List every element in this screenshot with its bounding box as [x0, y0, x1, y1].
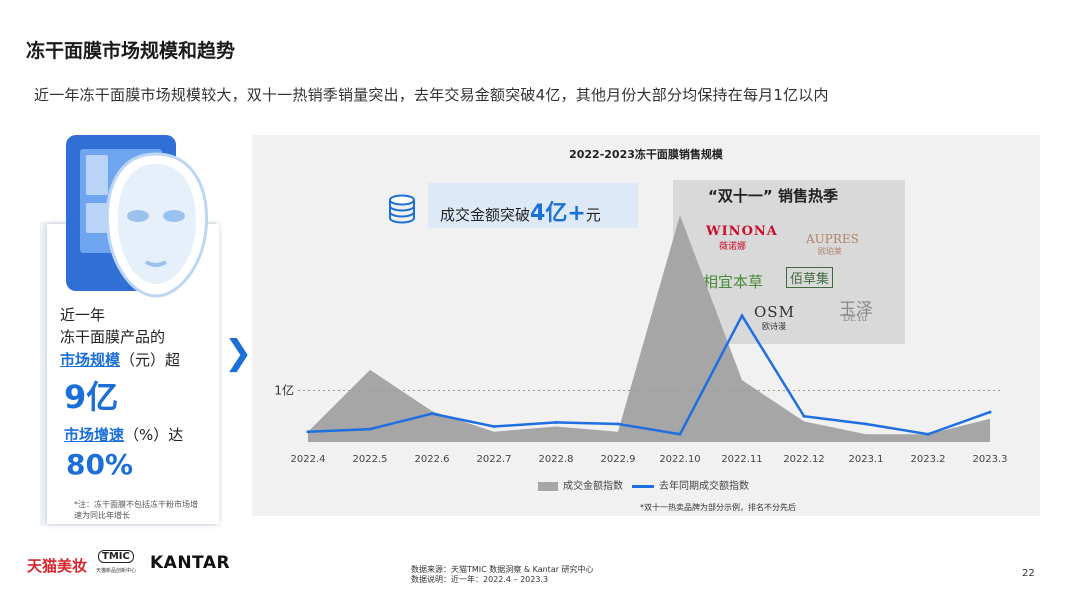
data-source: 数据来源：天猫TMIC 数据洞察 & Kantar 研究中心 数据说明：近一年：2…: [411, 565, 594, 585]
market-size-value: 9亿: [64, 378, 119, 416]
callout-value: 4亿+: [530, 201, 586, 226]
line-point: [430, 412, 434, 416]
x-tick-label: 2023.1: [849, 454, 884, 465]
card-note: *注：冻干面膜不包括冻干粉市场增速为同比年增长: [74, 500, 198, 520]
x-tick-label: 2022.4: [291, 454, 326, 465]
legend-area-label: 成交金额指数: [563, 481, 623, 492]
tmic-logo: TMIC: [98, 550, 134, 563]
chevron-right-icon: ❯: [224, 333, 253, 373]
line-point: [678, 432, 682, 436]
brand-winona: WINONA: [706, 224, 778, 239]
page-number: 22: [1022, 568, 1035, 579]
card-line-2: 冻干面膜产品的: [60, 328, 166, 346]
brand-aupres: AUPRES: [806, 232, 859, 246]
page-title: 冻干面膜市场规模和趋势: [26, 40, 236, 62]
x-tick-label: 2022.12: [783, 454, 824, 465]
line-point: [306, 430, 310, 434]
market-size-label: 市场规模: [60, 351, 121, 369]
line-point: [864, 422, 868, 426]
line-series-last-year-index: [307, 313, 991, 436]
brand-winona-cn: 薇诺娜: [719, 242, 747, 252]
brand-aupres-cn: 欧珀莱: [818, 247, 842, 256]
x-tick-label: 2022.7: [477, 454, 512, 465]
line-point: [926, 432, 930, 436]
x-tick-label: 2022.11: [721, 454, 762, 465]
line-point: [802, 414, 806, 418]
area-series-sales-index: [308, 215, 990, 442]
brand-yuze-en: Dr.Yu: [843, 314, 868, 324]
brand-yuze: 玉泽: [839, 300, 873, 320]
kantar-logo: KANTAR: [150, 553, 231, 573]
chart-title: 2022-2023冻干面膜销售规模: [569, 148, 723, 161]
growth-value: 80%: [66, 448, 134, 481]
coins-icon: [389, 194, 415, 224]
legend-area: 成交金额指数: [538, 477, 623, 492]
x-tick-label: 2022.5: [353, 454, 388, 465]
tmic-logo-sub: 天猫新品创新中心: [96, 568, 137, 574]
chart-note: *双十一热卖品牌为部分示例，排名不分先后: [640, 503, 796, 512]
growth-label: 市场增速: [64, 426, 125, 444]
x-tick-label: 2022.6: [415, 454, 450, 465]
chart-panel: [252, 135, 1040, 516]
callout-prefix: 成交金额突破: [440, 206, 531, 224]
line-point: [988, 410, 992, 414]
line-point: [492, 425, 496, 429]
x-tick-label: 2023.2: [911, 454, 946, 465]
callout-text: 成交金额突破4亿+元: [440, 195, 601, 227]
line-point: [368, 427, 372, 431]
brand-xiangyi: 相宜本草: [703, 273, 764, 291]
legend-line-label: 去年同期成交额指数: [659, 481, 749, 492]
brand-osm-cn: 欧诗漫: [762, 322, 786, 331]
card-line-1: 近一年: [60, 306, 106, 324]
brand-box-title: “双十一” 销售热季: [708, 187, 838, 205]
x-tick-label: 2022.9: [601, 454, 636, 465]
callout-box: [428, 183, 638, 228]
x-tick-label: 2022.8: [539, 454, 574, 465]
source-line-2: 数据说明：近一年：2022.4 – 2023.3: [411, 575, 549, 584]
line-point: [740, 314, 744, 318]
callout-suffix: 元: [585, 206, 601, 224]
market-size-unit: （元）超: [120, 351, 181, 369]
x-tick-label: 2023.3: [973, 454, 1008, 465]
card-market-size-row: 市场规模（元）超: [60, 349, 180, 370]
tmall-beauty-logo: 天猫美妆: [27, 557, 88, 575]
growth-unit: （%）达: [124, 426, 184, 444]
line-point: [616, 422, 620, 426]
brand-herborist: 佰草集: [786, 267, 834, 288]
x-tick-label: 2022.10: [659, 454, 700, 465]
y-tick-label: 1亿: [274, 382, 294, 397]
source-line-1: 数据来源：天猫TMIC 数据洞察 & Kantar 研究中心: [411, 565, 594, 574]
face-mask-icon: [105, 152, 209, 298]
brand-osm: OSM: [754, 303, 795, 321]
page-subtitle: 近一年冻干面膜市场规模较大，双十一热销季销量突出，去年交易金额突破4亿，其他月份…: [34, 86, 829, 104]
card-growth-row: 市场增速（%）达: [64, 424, 183, 445]
line-point: [554, 420, 558, 424]
legend-line: 去年同期成交额指数: [632, 477, 749, 492]
